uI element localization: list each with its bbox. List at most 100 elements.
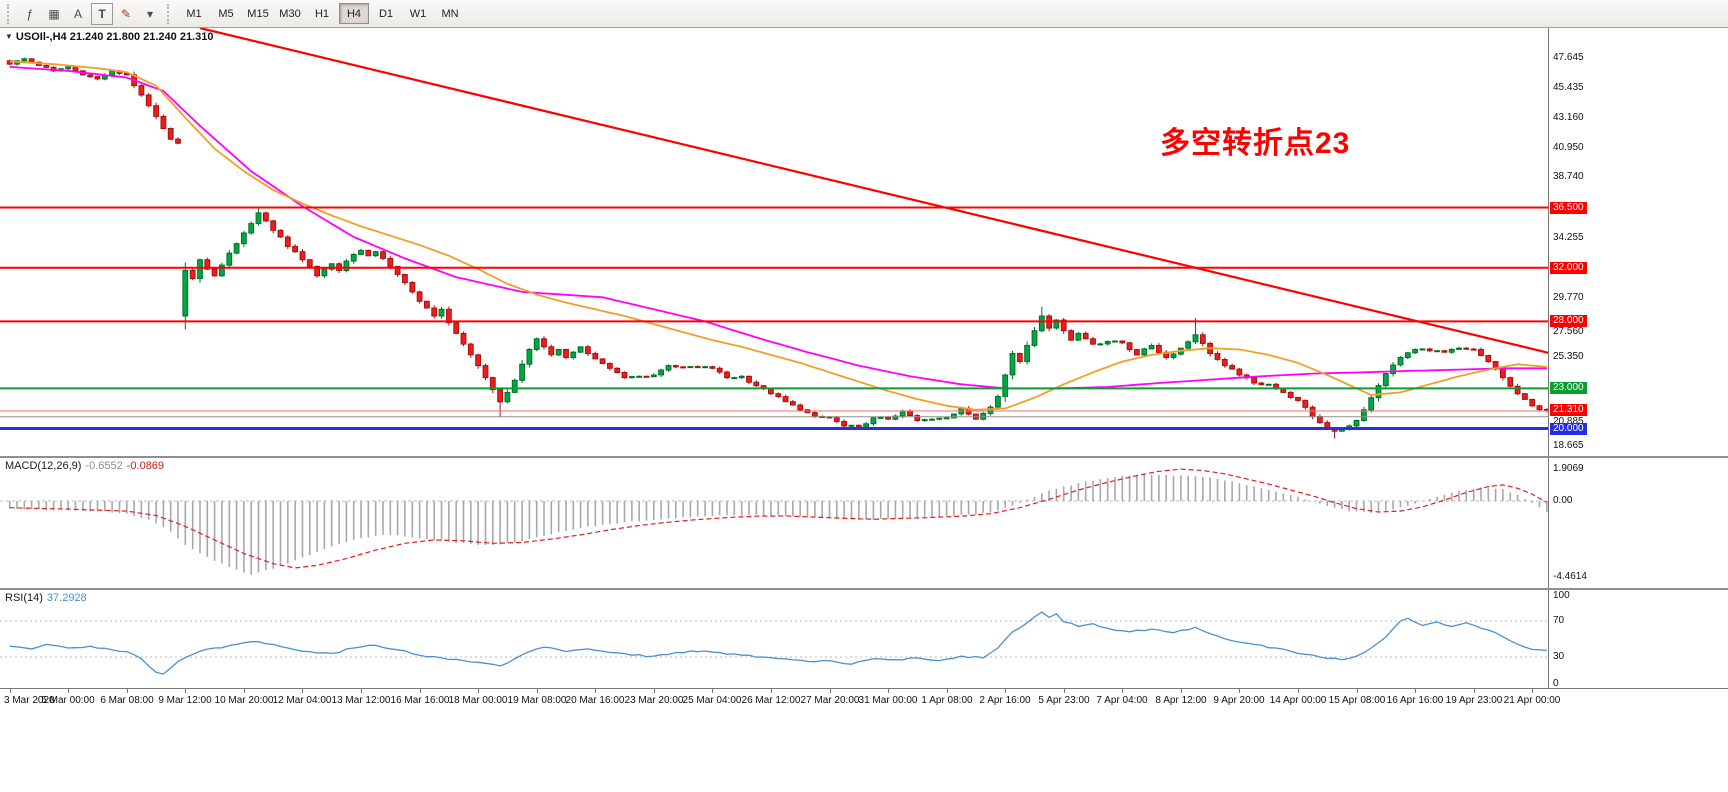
time-tick — [595, 689, 596, 693]
timeframe-mn[interactable]: MN — [441, 7, 459, 20]
time-label: 26 Mar 12:00 — [741, 695, 801, 706]
time-tick — [1415, 689, 1416, 693]
time-axis[interactable]: 3 Mar 2020 5 Mar 00:00 6 Mar 08:00 9 Mar 12… — [0, 688, 1728, 713]
price-level-badge: 23.000 — [1550, 382, 1587, 394]
price-tick: 34.255 — [1553, 232, 1584, 243]
rsi-axis[interactable]: 100 70 30 0 — [1548, 590, 1728, 689]
rsi-axis-tick: 70 — [1553, 615, 1565, 626]
timeframe-m1[interactable]: M1 — [186, 7, 202, 20]
time-label: 1 Apr 08:00 — [921, 695, 973, 706]
chart-header: ▼ USOIl-,H4 21.240 21.800 21.240 21.310 — [5, 31, 213, 43]
rsi-axis-tick: 0 — [1553, 678, 1559, 689]
price-tick: 20.885 — [1553, 416, 1584, 427]
time-tick — [1122, 689, 1123, 693]
toolbar-grip[interactable] — [7, 3, 13, 24]
toolbar-icons: ƒ ▦ A T ✎ ▾ — [18, 2, 162, 25]
time-tick — [185, 689, 186, 693]
time-label: 14 Apr 00:00 — [1269, 695, 1327, 706]
time-tick — [420, 689, 421, 693]
text-tool-icon[interactable]: T — [91, 2, 113, 25]
rsi-axis-tick: 30 — [1553, 651, 1565, 662]
time-tick — [1005, 689, 1006, 693]
time-tick — [830, 689, 831, 693]
time-label: 6 Mar 08:00 — [100, 695, 154, 706]
symbol-label: USOIl-,H4 — [15, 31, 67, 43]
time-label: 5 Mar 00:00 — [41, 695, 95, 706]
time-label: 8 Apr 12:00 — [1155, 695, 1207, 706]
timeframe-h1[interactable]: H1 — [314, 7, 330, 20]
price-axis[interactable]: 47.645 45.435 43.160 40.950 38.740 36.500 34.2… — [1548, 28, 1728, 456]
timeframe-d1[interactable]: D1 — [378, 7, 394, 20]
time-label: 18 Mar 00:00 — [448, 695, 508, 706]
time-label: 21 Apr 00:00 — [1503, 695, 1561, 706]
time-tick — [537, 689, 538, 693]
time-label: 27 Mar 20:00 — [800, 695, 860, 706]
timeframe-h4[interactable]: H4 — [339, 3, 369, 24]
time-label: 15 Apr 08:00 — [1328, 695, 1386, 706]
timeframe-m5[interactable]: M5 — [218, 7, 234, 20]
time-label: 13 Mar 12:00 — [331, 695, 391, 706]
indicators-icon[interactable]: ƒ — [26, 6, 34, 21]
rsi-panel[interactable]: RSI(14) 37.2928 100 70 30 0 — [0, 590, 1728, 689]
time-tick — [1357, 689, 1358, 693]
macd-plot[interactable] — [0, 458, 1548, 588]
macd-label: MACD(12,26,9) — [5, 460, 82, 472]
price-level-badge: 21.310 — [1550, 404, 1587, 416]
price-level-badge: 20.000 — [1550, 423, 1587, 435]
price-chart-panel[interactable]: ▼ USOIl-,H4 21.240 21.800 21.240 21.310 多… — [0, 28, 1728, 456]
price-tick: 18.665 — [1553, 440, 1584, 451]
rsi-axis-tick: 100 — [1553, 590, 1570, 601]
price-tick: 45.435 — [1553, 82, 1584, 93]
time-tick — [1532, 689, 1533, 693]
toolbar-grip-2[interactable] — [167, 3, 173, 24]
rsi-plot[interactable] — [0, 590, 1548, 688]
time-label: 31 Mar 00:00 — [858, 695, 918, 706]
macd-axis-tick: 1.9069 — [1553, 463, 1584, 474]
draw-tool-icon[interactable]: ✎ — [120, 6, 132, 21]
text-label-icon[interactable]: A — [73, 6, 82, 21]
price-tick: 40.950 — [1553, 142, 1584, 153]
tile-windows-icon[interactable]: ▦ — [48, 6, 60, 21]
dropdown-arrow-icon[interactable]: ▾ — [146, 6, 154, 21]
time-label: 16 Mar 16:00 — [390, 695, 450, 706]
toolbar: ƒ ▦ A T ✎ ▾ M1 M5 M15 M30 H1 H4 D1 W1 MN — [0, 0, 1728, 28]
time-label: 19 Apr 23:00 — [1445, 695, 1503, 706]
time-tick — [10, 689, 11, 693]
macd-panel[interactable]: MACD(12,26,9) -0.6552 -0.0869 1.9069 0.00 -4… — [0, 458, 1728, 588]
timeframe-m15[interactable]: M15 — [247, 7, 269, 20]
price-level-badge: 36.500 — [1550, 202, 1587, 214]
symbol-dropdown-icon[interactable]: ▼ — [5, 32, 13, 41]
ohlc-values: 21.240 21.800 21.240 21.310 — [69, 31, 214, 43]
time-label: 2 Apr 16:00 — [979, 695, 1031, 706]
macd-signal-value: -0.0869 — [126, 460, 165, 472]
macd-axis-tick: -4.4614 — [1553, 571, 1587, 582]
time-label: 9 Apr 20:00 — [1213, 695, 1265, 706]
time-label: 12 Mar 04:00 — [272, 695, 332, 706]
macd-main-value: -0.6552 — [85, 460, 123, 472]
time-tick — [1239, 689, 1240, 693]
panel-splitter-2[interactable] — [0, 588, 1728, 590]
panel-splitter[interactable] — [0, 456, 1728, 458]
time-label: 25 Mar 04:00 — [682, 695, 742, 706]
time-tick — [478, 689, 479, 693]
timeframe-w1[interactable]: W1 — [409, 7, 427, 20]
candlestick-plot[interactable] — [0, 28, 1548, 456]
price-tick: 25.350 — [1553, 351, 1584, 362]
timeframe-toolbar: M1 M5 M15 M30 H1 H4 D1 W1 MN — [178, 3, 466, 24]
rsi-value: 37.2928 — [46, 592, 87, 604]
time-tick — [1298, 689, 1299, 693]
chart-annotation[interactable]: 多空转折点23 — [1160, 127, 1351, 160]
price-tick: 47.645 — [1553, 52, 1584, 63]
price-level-badge: 32.000 — [1550, 262, 1587, 274]
price-tick: 43.160 — [1553, 112, 1584, 123]
macd-header: MACD(12,26,9) -0.6552 -0.0869 — [5, 460, 164, 472]
price-tick: 27.560 — [1553, 326, 1584, 337]
time-label: 7 Apr 04:00 — [1096, 695, 1148, 706]
macd-axis[interactable]: 1.9069 0.00 -4.4614 — [1548, 458, 1728, 588]
time-label: 20 Mar 16:00 — [565, 695, 625, 706]
time-tick — [771, 689, 772, 693]
timeframe-m30[interactable]: M30 — [279, 7, 301, 20]
time-label: 5 Apr 23:00 — [1038, 695, 1090, 706]
time-tick — [68, 689, 69, 693]
